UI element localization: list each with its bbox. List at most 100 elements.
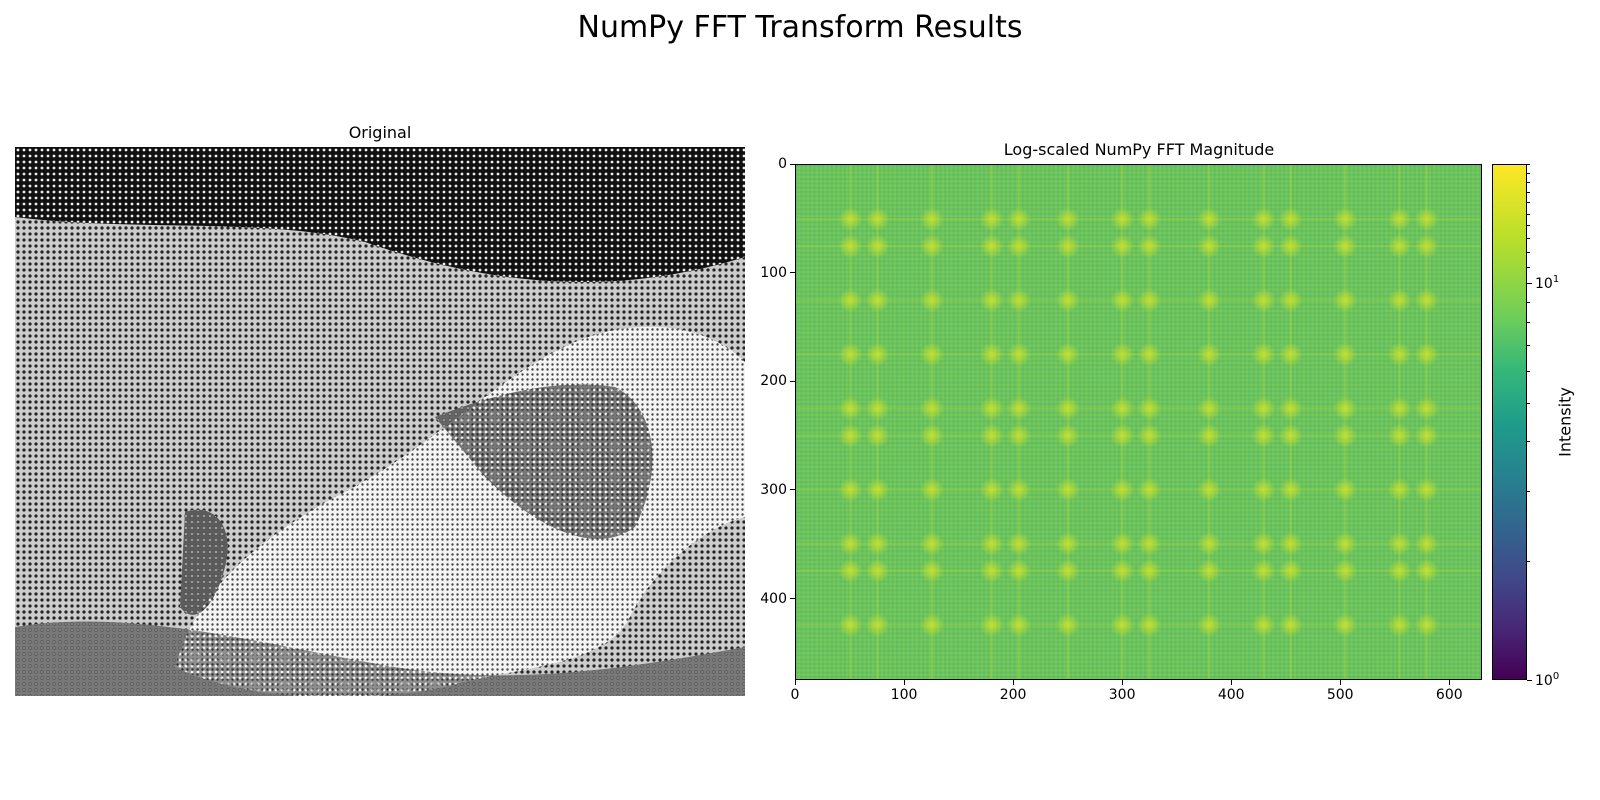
fft-peak bbox=[865, 531, 890, 556]
fft-peak bbox=[1110, 207, 1135, 232]
fft-peak bbox=[838, 477, 863, 502]
fft-peak bbox=[919, 558, 944, 583]
fft-peak bbox=[1197, 558, 1222, 583]
fft-peak bbox=[1251, 396, 1276, 421]
figure-title: NumPy FFT Transform Results bbox=[577, 10, 1023, 45]
fft-peak bbox=[919, 207, 944, 232]
fft-peak bbox=[1414, 423, 1439, 448]
fft-peak bbox=[865, 612, 890, 637]
fft-peak bbox=[919, 423, 944, 448]
fft-peak bbox=[1006, 612, 1031, 637]
fft-peak bbox=[1278, 423, 1303, 448]
fft-peak bbox=[979, 288, 1004, 313]
fft-peak bbox=[1333, 288, 1358, 313]
y-tick-label: 0 bbox=[778, 156, 787, 172]
fft-peak bbox=[1333, 558, 1358, 583]
colorbar-minor-tick bbox=[1527, 238, 1530, 240]
colorbar-minor-tick bbox=[1527, 321, 1530, 323]
fft-heatmap bbox=[795, 164, 1482, 680]
colorbar-minor-tick bbox=[1527, 213, 1530, 215]
fft-peak bbox=[1137, 531, 1162, 556]
fft-peak bbox=[1333, 207, 1358, 232]
fft-peak bbox=[1387, 396, 1412, 421]
colorbar-minor-tick bbox=[1527, 560, 1530, 562]
fft-peak bbox=[919, 234, 944, 259]
fft-peak bbox=[1137, 423, 1162, 448]
fft-vertical-line bbox=[1121, 165, 1124, 679]
x-tick-mark bbox=[1448, 680, 1450, 685]
x-tick-mark bbox=[903, 680, 905, 685]
fft-vertical-line bbox=[1344, 165, 1347, 679]
fft-peak bbox=[1333, 423, 1358, 448]
fft-peak bbox=[1251, 531, 1276, 556]
fft-peak bbox=[919, 477, 944, 502]
fft-peak bbox=[1006, 477, 1031, 502]
fft-peak bbox=[1055, 423, 1080, 448]
fft-peak bbox=[1197, 207, 1222, 232]
x-tick-mark bbox=[1121, 680, 1123, 685]
fft-peak bbox=[838, 531, 863, 556]
fft-peak bbox=[1110, 342, 1135, 367]
fft-peak bbox=[1414, 531, 1439, 556]
colorbar-minor-tick bbox=[1527, 490, 1530, 492]
fft-peak bbox=[1110, 288, 1135, 313]
colorbar-minor-tick bbox=[1527, 371, 1530, 373]
fft-vertical-line bbox=[1148, 165, 1151, 679]
fft-peak bbox=[919, 612, 944, 637]
fft-peak bbox=[1333, 612, 1358, 637]
fft-peak bbox=[1387, 612, 1412, 637]
fft-peak bbox=[865, 234, 890, 259]
fft-peak bbox=[865, 342, 890, 367]
fft-peak bbox=[1414, 207, 1439, 232]
fft-peak bbox=[838, 396, 863, 421]
fft-peak bbox=[919, 288, 944, 313]
fft-peak bbox=[1055, 612, 1080, 637]
fft-peak bbox=[1006, 423, 1031, 448]
fft-peak bbox=[979, 531, 1004, 556]
fft-peak bbox=[1387, 288, 1412, 313]
fft-peak bbox=[1110, 612, 1135, 637]
y-tick-label: 200 bbox=[760, 373, 787, 390]
y-tick-mark bbox=[790, 272, 795, 274]
fft-peak bbox=[1333, 234, 1358, 259]
fft-vertical-line bbox=[876, 165, 879, 679]
fft-peak bbox=[1197, 423, 1222, 448]
fft-peak bbox=[1055, 396, 1080, 421]
colorbar bbox=[1492, 164, 1527, 680]
colorbar-minor-tick bbox=[1527, 402, 1530, 404]
fft-vertical-line bbox=[1017, 165, 1020, 679]
fft-peak bbox=[1251, 207, 1276, 232]
fft-peak bbox=[1414, 558, 1439, 583]
original-panel-title: Original bbox=[348, 123, 412, 142]
fft-peak bbox=[1387, 558, 1412, 583]
x-tick-mark bbox=[1230, 680, 1232, 685]
x-tick-mark bbox=[1012, 680, 1014, 685]
fft-peak bbox=[1387, 207, 1412, 232]
fft-peak bbox=[1197, 396, 1222, 421]
x-tick-mark bbox=[1339, 680, 1341, 685]
fft-peak bbox=[1006, 234, 1031, 259]
fft-peak bbox=[1197, 342, 1222, 367]
fft-peak bbox=[1137, 288, 1162, 313]
fft-peak bbox=[1006, 396, 1031, 421]
fft-peak bbox=[1197, 612, 1222, 637]
fft-peak bbox=[1387, 423, 1412, 448]
fft-peak bbox=[865, 396, 890, 421]
fft-peak bbox=[979, 612, 1004, 637]
fft-peak bbox=[919, 342, 944, 367]
fft-peak bbox=[1137, 234, 1162, 259]
x-tick-label: 200 bbox=[999, 687, 1027, 703]
fft-peak bbox=[1251, 423, 1276, 448]
fft-peak bbox=[1137, 477, 1162, 502]
fft-vertical-line bbox=[990, 165, 993, 679]
fft-peak bbox=[1110, 423, 1135, 448]
fft-vertical-line bbox=[1208, 165, 1211, 679]
fft-peak bbox=[1197, 477, 1222, 502]
fft-peak bbox=[1197, 288, 1222, 313]
fft-peak bbox=[1278, 288, 1303, 313]
fft-peak bbox=[1251, 288, 1276, 313]
fft-peak bbox=[838, 423, 863, 448]
fft-peak bbox=[865, 207, 890, 232]
colorbar-tick-label: 100 bbox=[1535, 671, 1560, 689]
fft-vertical-line bbox=[930, 165, 933, 679]
